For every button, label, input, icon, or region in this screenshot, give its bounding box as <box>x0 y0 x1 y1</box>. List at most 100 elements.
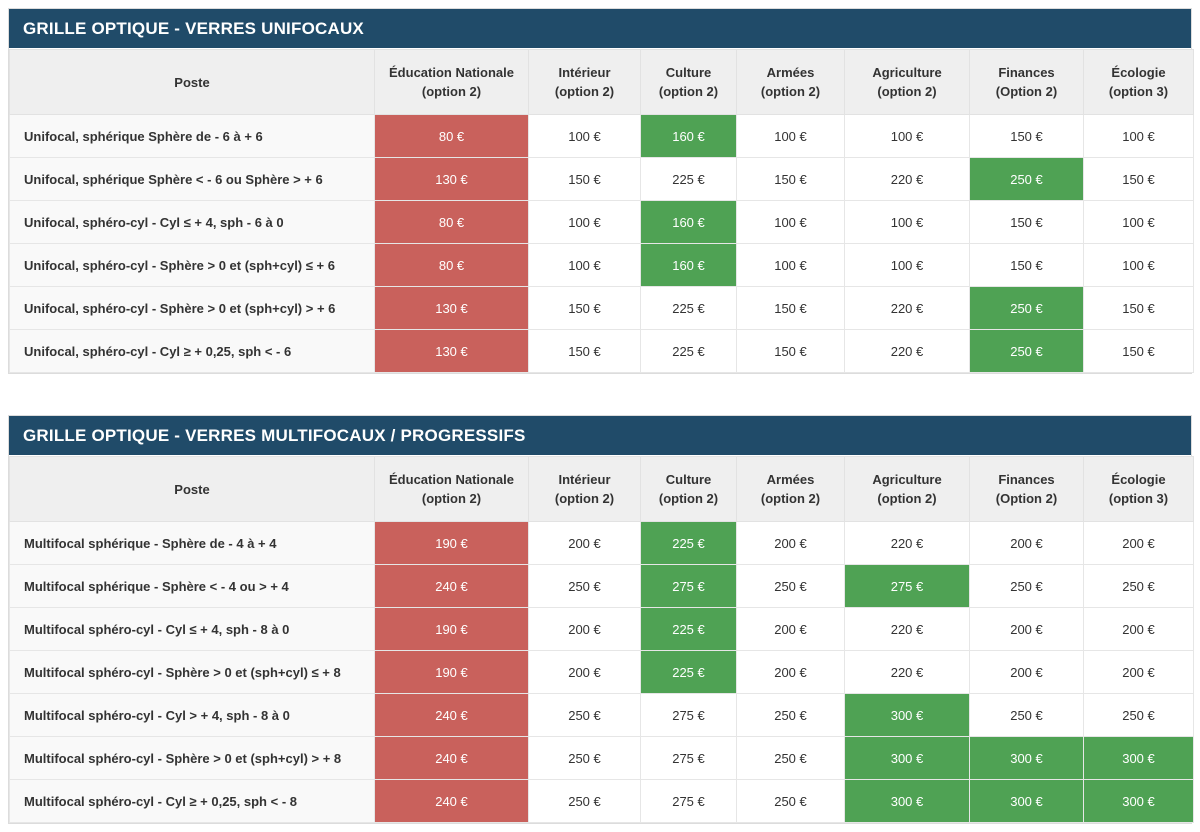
unifocal-price-table: Poste Éducation Nationale (option 2) Intéri… <box>9 49 1194 373</box>
price-cell: 100 € <box>1083 243 1194 287</box>
price-cell: 130 € <box>374 286 529 330</box>
price-cell: 220 € <box>844 286 970 330</box>
price-cell: 250 € <box>736 736 845 780</box>
price-cell: 200 € <box>528 607 641 651</box>
price-cell: 275 € <box>844 564 970 608</box>
table-title-unifocaux: GRILLE OPTIQUE - VERRES UNIFOCAUX <box>9 9 1191 49</box>
price-cell: 200 € <box>736 650 845 694</box>
price-cell: 80 € <box>374 200 529 244</box>
header-row: Poste Éducation Nationale (option 2) Intéri… <box>9 49 1194 115</box>
price-cell: 100 € <box>1083 114 1194 158</box>
row-label: Multifocal sphérique - Sphère < - 4 ou >… <box>9 564 375 608</box>
table-row: Multifocal sphéro-cyl - Sphère > 0 et (s… <box>9 736 1194 780</box>
price-cell: 300 € <box>844 779 970 823</box>
multifocal-table-section: GRILLE OPTIQUE - VERRES MULTIFOCAUX / PR… <box>8 415 1194 824</box>
price-cell: 300 € <box>969 779 1084 823</box>
column-header-armees: Armées (option 2) <box>736 456 845 522</box>
table-row: Unifocal, sphéro-cyl - Sphère > 0 et (sp… <box>9 243 1194 287</box>
price-cell: 150 € <box>736 286 845 330</box>
price-cell: 100 € <box>736 114 845 158</box>
column-header-finances: Finances (Option 2) <box>969 456 1084 522</box>
price-cell: 220 € <box>844 521 970 565</box>
price-cell: 220 € <box>844 607 970 651</box>
price-cell: 160 € <box>640 200 737 244</box>
price-cell: 100 € <box>844 200 970 244</box>
row-label: Multifocal sphéro-cyl - Sphère > 0 et (s… <box>9 650 375 694</box>
price-cell: 160 € <box>640 243 737 287</box>
price-cell: 250 € <box>736 564 845 608</box>
price-cell: 250 € <box>736 693 845 737</box>
price-cell: 225 € <box>640 286 737 330</box>
price-cell: 200 € <box>1083 650 1194 694</box>
price-cell: 220 € <box>844 329 970 373</box>
row-label: Multifocal sphéro-cyl - Cyl ≥ + 0,25, sp… <box>9 779 375 823</box>
table-row: Unifocal, sphéro-cyl - Cyl ≥ + 0,25, sph… <box>9 329 1194 373</box>
price-cell: 250 € <box>969 286 1084 330</box>
price-cell: 100 € <box>528 243 641 287</box>
price-cell: 250 € <box>528 779 641 823</box>
table-row: Multifocal sphérique - Sphère < - 4 ou >… <box>9 564 1194 608</box>
table-title-multifocaux: GRILLE OPTIQUE - VERRES MULTIFOCAUX / PR… <box>9 416 1191 456</box>
table-row: Multifocal sphérique - Sphère de - 4 à +… <box>9 521 1194 565</box>
price-cell: 225 € <box>640 521 737 565</box>
price-cell: 150 € <box>1083 286 1194 330</box>
price-cell: 130 € <box>374 329 529 373</box>
column-header-interieur: Intérieur (option 2) <box>528 456 641 522</box>
price-cell: 100 € <box>736 200 845 244</box>
unifocal-table-section: GRILLE OPTIQUE - VERRES UNIFOCAUX Poste É… <box>8 8 1194 374</box>
price-cell: 150 € <box>1083 157 1194 201</box>
price-cell: 240 € <box>374 693 529 737</box>
price-cell: 250 € <box>1083 564 1194 608</box>
table-row: Unifocal, sphéro-cyl - Sphère > 0 et (sp… <box>9 286 1194 330</box>
column-header-ecologie: Écologie (option 3) <box>1083 49 1194 115</box>
price-cell: 275 € <box>640 564 737 608</box>
price-cell: 250 € <box>969 329 1084 373</box>
price-cell: 250 € <box>1083 693 1194 737</box>
price-cell: 300 € <box>844 693 970 737</box>
table-row: Unifocal, sphérique Sphère < - 6 ou Sphè… <box>9 157 1194 201</box>
price-cell: 300 € <box>1083 736 1194 780</box>
row-label: Multifocal sphéro-cyl - Cyl > + 4, sph -… <box>9 693 375 737</box>
price-cell: 200 € <box>528 521 641 565</box>
table-row: Multifocal sphéro-cyl - Cyl > + 4, sph -… <box>9 693 1194 737</box>
price-cell: 240 € <box>374 779 529 823</box>
price-cell: 250 € <box>969 157 1084 201</box>
price-cell: 100 € <box>528 200 641 244</box>
table-row: Multifocal sphéro-cyl - Cyl ≤ + 4, sph -… <box>9 607 1194 651</box>
row-label: Unifocal, sphéro-cyl - Sphère > 0 et (sp… <box>9 243 375 287</box>
price-cell: 275 € <box>640 693 737 737</box>
price-cell: 150 € <box>736 329 845 373</box>
price-cell: 200 € <box>969 650 1084 694</box>
price-cell: 225 € <box>640 607 737 651</box>
price-cell: 150 € <box>969 243 1084 287</box>
price-cell: 160 € <box>640 114 737 158</box>
price-cell: 200 € <box>528 650 641 694</box>
column-header-armees: Armées (option 2) <box>736 49 845 115</box>
price-cell: 225 € <box>640 157 737 201</box>
row-label: Unifocal, sphéro-cyl - Cyl ≤ + 4, sph - … <box>9 200 375 244</box>
price-cell: 190 € <box>374 650 529 694</box>
price-cell: 240 € <box>374 564 529 608</box>
price-cell: 200 € <box>736 521 845 565</box>
row-label: Unifocal, sphéro-cyl - Sphère > 0 et (sp… <box>9 286 375 330</box>
price-cell: 150 € <box>528 157 641 201</box>
table-row: Multifocal sphéro-cyl - Sphère > 0 et (s… <box>9 650 1194 694</box>
price-cell: 150 € <box>736 157 845 201</box>
price-cell: 300 € <box>969 736 1084 780</box>
price-cell: 250 € <box>969 564 1084 608</box>
price-cell: 225 € <box>640 329 737 373</box>
price-cell: 150 € <box>528 286 641 330</box>
row-label: Multifocal sphéro-cyl - Sphère > 0 et (s… <box>9 736 375 780</box>
column-header-agriculture: Agriculture (option 2) <box>844 456 970 522</box>
price-cell: 220 € <box>844 157 970 201</box>
price-cell: 190 € <box>374 607 529 651</box>
price-cell: 200 € <box>1083 521 1194 565</box>
row-label: Unifocal, sphéro-cyl - Cyl ≥ + 0,25, sph… <box>9 329 375 373</box>
price-cell: 275 € <box>640 779 737 823</box>
price-cell: 190 € <box>374 521 529 565</box>
price-cell: 275 € <box>640 736 737 780</box>
price-cell: 200 € <box>969 521 1084 565</box>
column-header-culture: Culture (option 2) <box>640 456 737 522</box>
column-header-interieur: Intérieur (option 2) <box>528 49 641 115</box>
